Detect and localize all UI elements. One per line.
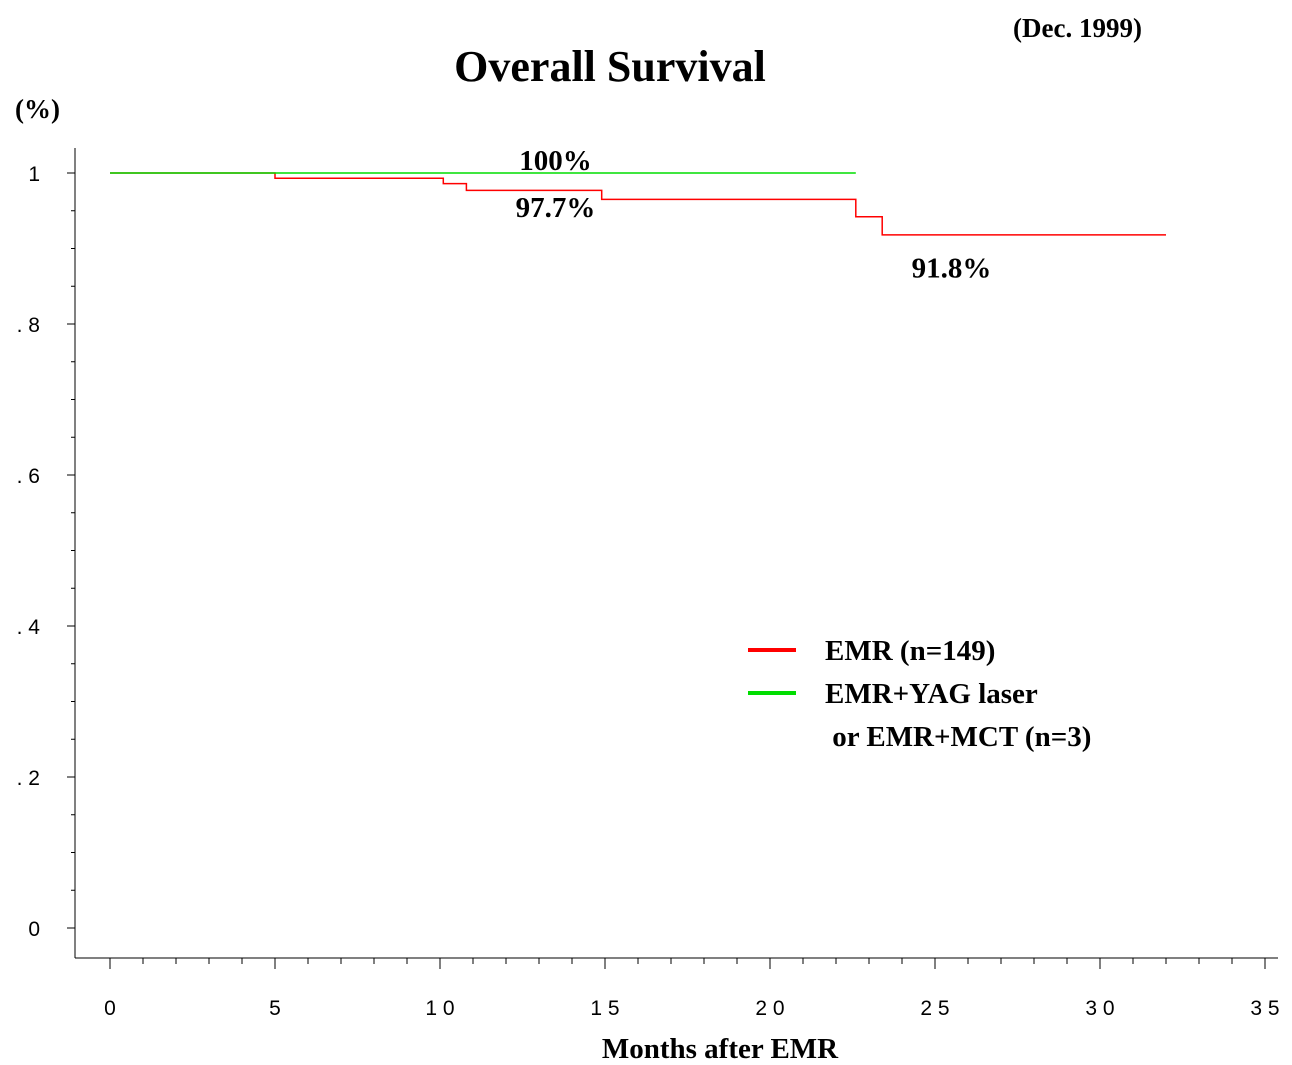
legend-label: or EMR+MCT (n=3) (825, 721, 1091, 753)
x-tick-label: 5 (269, 997, 281, 1020)
x-axis-ticks: 0 5 1 0 1 5 2 0 2 5 3 0 3 5 (104, 958, 1280, 1020)
x-axis-label: Months after EMR (602, 1033, 839, 1065)
chart-title: Overall Survival (454, 42, 766, 91)
x-tick-label: 0 (104, 997, 116, 1020)
curve-annotations: 100% 97.7% 91.8% (516, 145, 992, 284)
chart-subtitle: (Dec. 1999) (1013, 13, 1142, 43)
x-tick-label: 3 5 (1250, 997, 1279, 1020)
annotation-label: 97.7% (516, 192, 596, 224)
x-tick-label: 3 0 (1085, 997, 1114, 1020)
y-tick-label: . 8 (17, 314, 40, 337)
survival-curves (110, 172, 1166, 236)
series-line-emr (110, 172, 1166, 236)
annotation-label: 91.8% (912, 252, 992, 284)
x-tick-label: 2 5 (920, 997, 949, 1020)
legend-label: EMR (n=149) (825, 635, 995, 667)
y-tick-label: 0 (28, 918, 40, 941)
annotation-label: 100% (519, 145, 592, 177)
y-tick-label: 1 (28, 163, 40, 186)
y-tick-label: . 4 (17, 616, 41, 639)
legend: EMR (n=149) EMR+YAG laser or EMR+MCT (n=3… (748, 635, 1091, 753)
y-tick-label: . 6 (17, 465, 40, 488)
y-axis-ticks: 0 . 2 . 4 . 6 . 8 1 (17, 163, 75, 941)
x-tick-label: 2 0 (755, 997, 784, 1020)
y-tick-label: . 2 (17, 767, 40, 790)
legend-label: EMR+YAG laser (825, 678, 1038, 710)
x-tick-label: 1 5 (590, 997, 619, 1020)
x-tick-label: 1 0 (425, 997, 454, 1020)
y-axis-label: (%) (15, 94, 60, 124)
